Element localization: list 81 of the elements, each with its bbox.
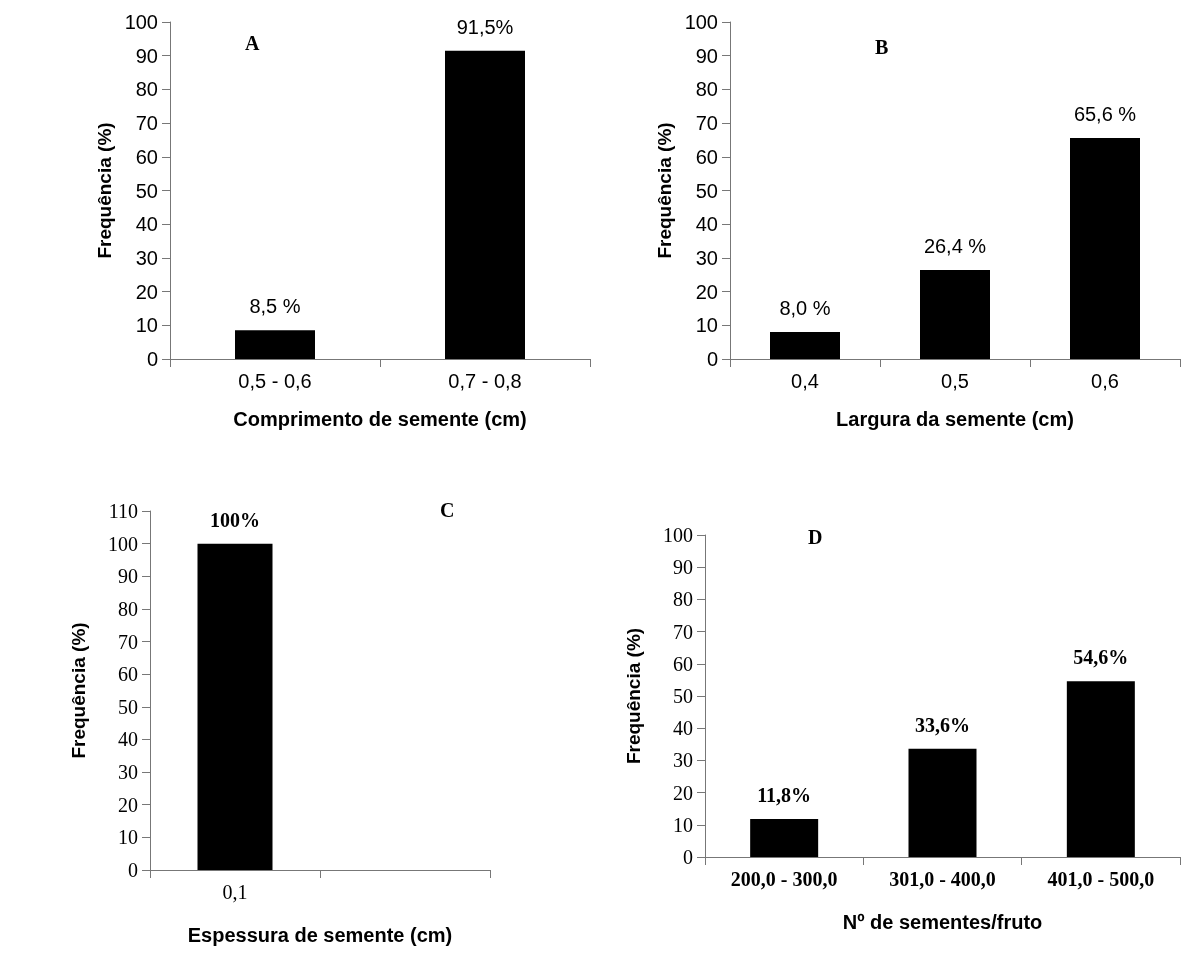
data-label: 91,5% [456, 15, 514, 38]
x-axis-title: Comprimento de semente (cm) [233, 408, 527, 430]
y-tick-label: 0 [706, 348, 718, 370]
text: A [245, 32, 260, 54]
y-tick-label: 50 [135, 179, 158, 202]
y-tick-label: 10 [118, 826, 138, 849]
chart-title: C [440, 499, 455, 521]
bar [1066, 681, 1135, 857]
y-tick-label: 20 [118, 793, 138, 816]
y-tick-label: 0 [683, 846, 693, 868]
data-label: 26,4 % [923, 235, 987, 258]
y-tick-label: 80 [695, 78, 718, 101]
y-tick-label: 60 [118, 663, 138, 686]
y-tick-label: 0 [146, 348, 158, 370]
data-label: 8,0 % [779, 297, 831, 320]
y-tick-label: 80 [118, 597, 138, 620]
text: B [875, 36, 889, 58]
y-tick-label: 90 [695, 44, 718, 67]
y-tick-label: 30 [135, 246, 158, 269]
y-tick-label: 60 [695, 145, 718, 168]
y-tick-label: 70 [695, 112, 718, 135]
y-tick-label: 40 [695, 213, 718, 236]
bar [1070, 137, 1140, 359]
y-tick-label: 100 [124, 11, 158, 33]
y-tick-label: 90 [118, 565, 138, 588]
bar [770, 332, 840, 359]
y-axis-title: Frequência (%) [68, 622, 89, 759]
y-tick-label: 20 [673, 781, 693, 804]
x-axis-title: Nº de sementes/fruto [842, 911, 1043, 933]
x-tick-label: 200,0 - 300,0 [730, 868, 838, 890]
data-label: 11,8% [757, 784, 812, 806]
data-label: 33,6% [915, 713, 970, 736]
y-tick-label: 10 [673, 813, 693, 836]
y-tick-label: 0 [128, 859, 138, 881]
y-tick-label: 100 [684, 11, 718, 33]
chart-title: D [808, 526, 823, 548]
y-tick-label: 110 [108, 500, 138, 522]
x-tick-label: 401,0 - 500,0 [1047, 868, 1155, 890]
x-axis-title: Largura da semente (cm) [836, 408, 1074, 430]
x-tick-label: 0,1 [222, 881, 248, 903]
x-tick-label: 0,4 [791, 370, 819, 392]
x-axis-title: Espessura de semente (cm) [187, 924, 453, 946]
y-tick-label: 80 [135, 78, 158, 101]
y-tick-label: 100 [663, 524, 693, 546]
x-tick-label: 301,0 - 400,0 [889, 868, 996, 890]
y-tick-label: 70 [118, 630, 138, 653]
data-label: 54,6% [1073, 646, 1129, 669]
y-tick-label: 40 [118, 728, 138, 751]
y-tick-label: 100 [108, 532, 138, 555]
bar [920, 270, 990, 359]
y-tick-label: 60 [673, 652, 693, 675]
y-tick-label: 70 [673, 620, 693, 643]
data-label: 65,6 % [1073, 102, 1137, 125]
y-tick-label: 70 [135, 112, 158, 135]
x-tick-label: 0,6 [1091, 370, 1119, 392]
y-tick-label: 40 [135, 213, 158, 236]
y-tick-label: 20 [695, 280, 718, 303]
y-tick-label: 90 [135, 44, 158, 67]
y-tick-label: 50 [118, 695, 138, 718]
bar [750, 819, 819, 857]
y-tick-label: 50 [673, 685, 693, 707]
x-tick-label: 0,5 - 0,6 [238, 370, 312, 392]
y-tick-label: 90 [673, 556, 693, 579]
y-tick-label: 10 [135, 314, 158, 337]
y-axis-title: Frequência (%) [623, 627, 644, 765]
y-axis-title: Frequência (%) [653, 122, 675, 259]
data-label: 100% [210, 508, 260, 531]
y-tick-label: 30 [673, 749, 693, 772]
bar [908, 748, 977, 857]
x-tick-label: 0,5 [941, 370, 969, 392]
y-tick-label: 60 [135, 145, 158, 168]
y-tick-label: 80 [673, 588, 693, 611]
y-tick-label: 30 [118, 761, 138, 784]
y-axis-title: Frequência (%) [93, 122, 115, 259]
data-label: 8,5 % [249, 295, 301, 318]
y-tick-label: 40 [673, 717, 693, 740]
y-tick-label: 30 [695, 246, 718, 269]
y-tick-label: 50 [695, 179, 718, 202]
y-tick-label: 10 [695, 314, 718, 337]
x-tick-label: 0,7 - 0,8 [448, 370, 522, 392]
y-tick-label: 20 [135, 280, 158, 303]
